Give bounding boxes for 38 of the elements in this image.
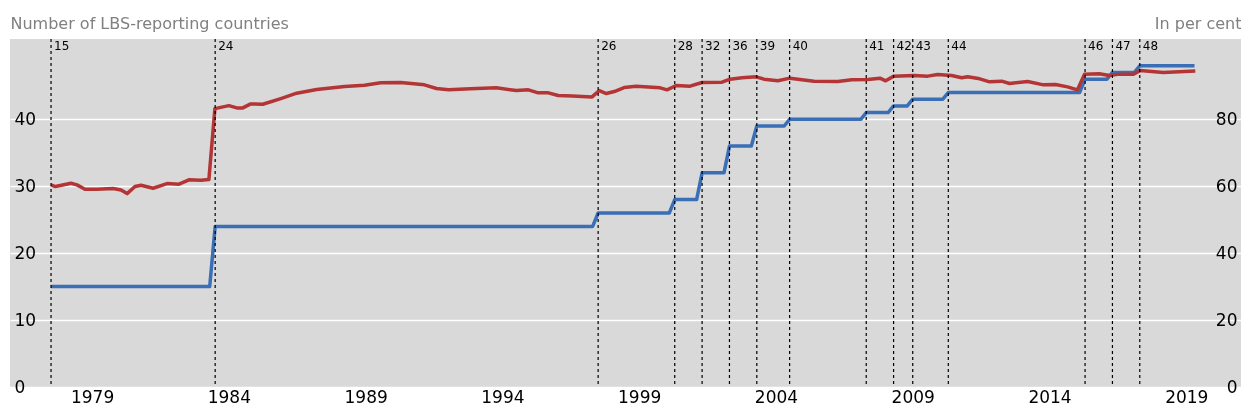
annotation: 41 [869, 38, 885, 53]
annotation: 15 [54, 38, 70, 53]
y-tick-label: 40 [14, 108, 37, 129]
annotation: 36 [732, 38, 748, 53]
x-tick-label: 1984 [207, 386, 251, 407]
x-tick-label: 2009 [891, 386, 935, 407]
y-tick-label: 20 [14, 242, 37, 263]
line-series [49, 68, 1198, 196]
annotation: 40 [792, 38, 808, 53]
y2-tick-label: 60 [1215, 175, 1238, 196]
annotation: 24 [218, 38, 234, 53]
annotation: 48 [1142, 38, 1159, 53]
x-tick-label: 1979 [70, 386, 115, 407]
x-tick-label: 1994 [481, 386, 525, 407]
y-tick-label: 0 [14, 376, 26, 397]
x-tick-label: 1999 [618, 386, 662, 407]
annotation: 26 [601, 38, 617, 53]
x-tick-label: 2014 [1028, 386, 1072, 407]
annotation: 43 [915, 38, 932, 53]
y2-tick-label: 80 [1215, 108, 1238, 129]
y2-tick-label: 0 [1226, 376, 1238, 397]
annotation: 46 [1088, 38, 1104, 53]
y2-tick-label: 20 [1215, 309, 1238, 330]
annotation: 32 [705, 38, 721, 53]
x-tick-label: 2004 [754, 386, 799, 407]
line-series [49, 64, 1197, 289]
y2-tick-label: 40 [1215, 242, 1238, 263]
x-tick-label: 2019 [1165, 386, 1209, 407]
annotation: 47 [1115, 38, 1131, 53]
y-tick-label: 30 [14, 175, 37, 196]
annotation: 28 [677, 38, 694, 53]
x-tick-label: 1989 [344, 386, 388, 407]
annotation: 42 [896, 38, 912, 53]
annotation: 44 [951, 38, 967, 53]
y-tick-label: 10 [14, 309, 37, 330]
y-axis-title: Number of LBS-reporting countries [10, 13, 289, 33]
y2-axis-title: In per cent [1154, 13, 1241, 33]
annotation: 39 [759, 38, 776, 53]
